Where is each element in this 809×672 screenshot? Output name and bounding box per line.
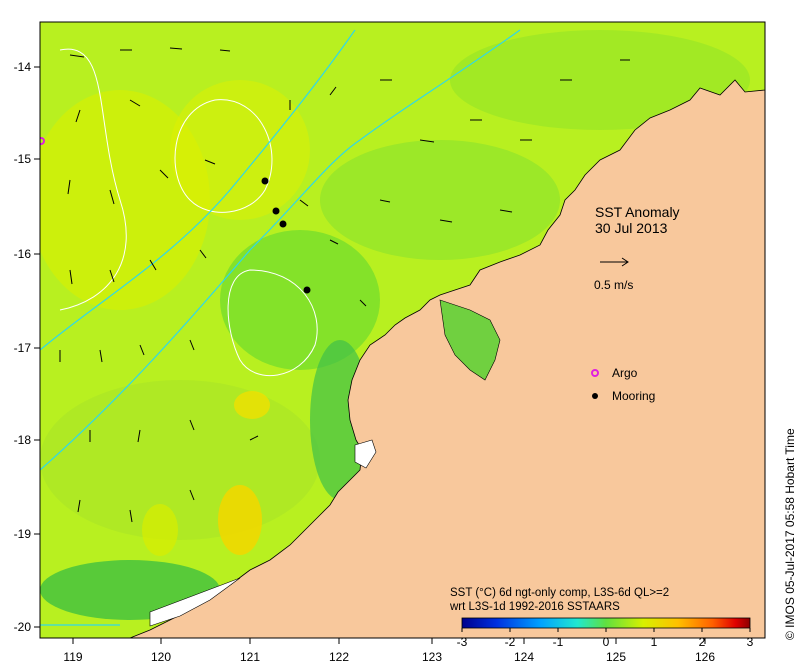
x-tick-label: 123: [422, 650, 442, 664]
legend-argo-label: Argo: [612, 366, 638, 380]
colorbar-tick-label: -2: [505, 635, 516, 649]
y-tick-label: -15: [14, 152, 32, 166]
x-tick-label: 126: [695, 650, 715, 664]
legend-argo-symbol: [591, 369, 599, 377]
x-tick-label: 121: [240, 650, 260, 664]
colorbar-tick-label: 2: [699, 635, 706, 649]
coastal-gap: [354, 439, 377, 469]
mooring-point: [261, 177, 269, 185]
y-tick-label: -19: [14, 527, 32, 541]
colorbar-tick-label: 0: [603, 635, 610, 649]
mooring-point: [272, 207, 280, 215]
current-vectors: [59, 47, 630, 523]
colorbar-ticks: -3 -2 -1 0 1 2 3: [457, 628, 754, 649]
southern-gap: [149, 577, 241, 627]
colorbar-tick-label: 3: [747, 635, 754, 649]
x-tick-label: 124: [514, 650, 534, 664]
contour-lines: [59, 48, 318, 376]
colorbar-tick-label: 1: [651, 635, 658, 649]
y-tick-label: -14: [14, 60, 32, 74]
map-title-line2: 30 Jul 2013: [595, 220, 668, 236]
map-frame: [39, 21, 766, 639]
credit-text: © IMOS 05-Jul-2017 05:58 Hobart Time: [783, 428, 797, 640]
x-tick-label: 120: [151, 650, 171, 664]
x-tick-label: 122: [329, 650, 349, 664]
inlet-water: [439, 299, 501, 381]
credit-label: IMOS 05-Jul-2017 05:58 Hobart Time: [783, 428, 797, 628]
copyright-icon: ©: [783, 631, 797, 640]
colorbar-caption-line1: SST (°C) 6d ngt-only comp, L3S-6d QL>=2: [450, 587, 669, 599]
vector-scale-label: 0.5 m/s: [594, 278, 633, 292]
y-tick-label: -20: [14, 620, 32, 634]
bathymetry-lines: [40, 29, 521, 626]
x-tick-label: 125: [606, 650, 626, 664]
argo-float-marker: [40, 137, 45, 145]
legend-mooring-symbol: [592, 393, 598, 399]
legend-mooring-label: Mooring: [612, 389, 655, 403]
colorbar-tick-label: -1: [553, 635, 564, 649]
x-tick-label: 119: [63, 650, 82, 664]
mooring-point: [279, 220, 287, 228]
colorbar-tick-label: -3: [457, 635, 468, 649]
x-axis-ticks: 119 120 121 122 123 124 125 126: [63, 638, 715, 664]
y-axis-ticks: -14 -15 -16 -17 -18 -19 -20: [14, 60, 40, 634]
y-tick-label: -18: [14, 433, 32, 447]
mooring-point: [303, 286, 311, 294]
map-title-line1: SST Anomaly: [595, 204, 680, 220]
colorbar-caption-line2: wrt L3S-1d 1992-2016 SSTAARS: [449, 601, 620, 613]
map-plot-area: [40, 22, 765, 638]
y-tick-label: -16: [14, 247, 32, 261]
colorbar: [461, 617, 751, 629]
mooring-markers: [261, 177, 311, 294]
y-tick-label: -17: [14, 341, 32, 355]
